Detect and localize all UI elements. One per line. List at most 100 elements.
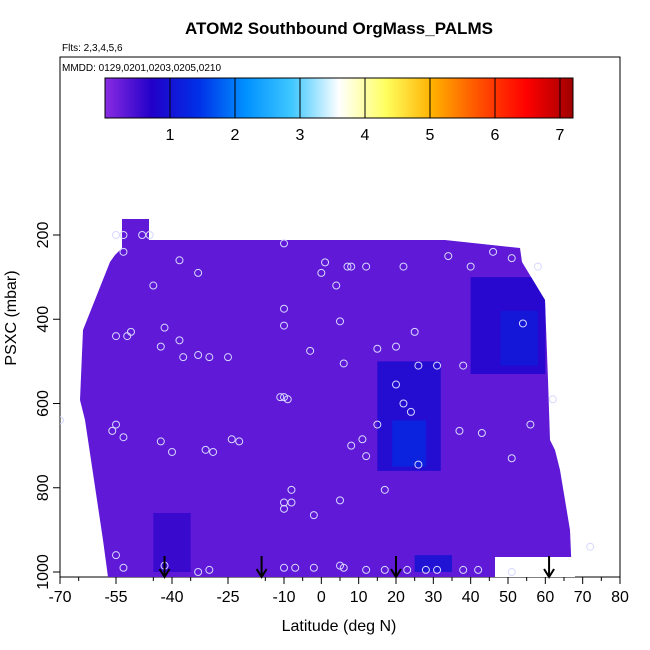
sample-point — [507, 568, 516, 576]
x-tick-label: -40 — [160, 589, 183, 606]
sample-point — [119, 433, 128, 442]
sample-point — [477, 428, 486, 437]
sample-point — [175, 256, 184, 265]
x-axis-label: Latitude (deg N) — [282, 618, 397, 635]
sample-point — [373, 420, 382, 429]
sample-point — [112, 551, 120, 560]
sample-point — [336, 496, 344, 505]
sample-point — [112, 420, 120, 429]
sample-point — [343, 262, 352, 271]
sample-point — [156, 342, 165, 351]
sample-point — [168, 447, 176, 456]
sample-point — [179, 353, 188, 362]
sample-point — [309, 563, 318, 572]
sample-point — [421, 565, 430, 574]
sample-point — [459, 565, 468, 574]
sample-point — [399, 399, 408, 408]
sample-point — [347, 262, 356, 271]
sample-point — [227, 435, 236, 444]
sample-point — [280, 498, 288, 507]
x-tick-label: 60 — [536, 589, 554, 606]
sample-point — [149, 281, 158, 290]
sample-point — [336, 317, 344, 326]
x-tick-label: 80 — [611, 589, 629, 606]
sample-point — [373, 344, 382, 353]
sample-point — [224, 353, 232, 362]
sample-point — [280, 239, 288, 248]
sample-point — [332, 281, 341, 290]
y-tick-label: 400 — [35, 306, 52, 333]
sample-point — [205, 353, 214, 362]
sample-point — [362, 565, 371, 574]
sample-point — [317, 268, 326, 277]
sample-point — [194, 568, 203, 576]
colorbar-ticks: 1 2 3 4 5 6 7 — [166, 78, 565, 144]
sample-point — [280, 321, 288, 330]
sample-point — [60, 416, 64, 425]
sample-point — [119, 563, 128, 572]
sample-point — [291, 563, 300, 572]
x-tick-label: 70 — [574, 589, 592, 606]
colorbar-gradient — [104, 77, 574, 119]
sample-point — [235, 437, 244, 446]
x-tick-label: 40 — [462, 589, 480, 606]
sample-point — [414, 361, 423, 370]
x-axis: -70 -55 -40 -25 -10 0 10 20 30 40 50 60 70 80 — [48, 577, 629, 606]
sample-point — [287, 485, 296, 494]
colorbar-tick-label: 3 — [296, 127, 305, 144]
sample-point — [306, 346, 315, 355]
sample-point — [119, 231, 128, 239]
sample-point — [507, 454, 516, 463]
sample-point — [410, 327, 419, 336]
sample-point — [126, 327, 135, 336]
sample-point — [474, 565, 483, 574]
sample-point — [156, 437, 165, 446]
sample-point — [518, 319, 527, 328]
x-tick-label: 0 — [317, 589, 326, 606]
x-tick-label: 30 — [424, 589, 442, 606]
sample-point — [194, 351, 203, 360]
sample-point — [194, 268, 203, 277]
missing-data-notch — [495, 557, 575, 577]
y-tick-label: 600 — [35, 390, 52, 417]
heatmap-background — [80, 219, 572, 577]
heatmap-region — [153, 513, 191, 572]
sample-point — [526, 420, 535, 429]
sample-point — [160, 323, 169, 332]
y-axis: 200 400 600 800 1000 — [35, 222, 60, 590]
sample-point — [362, 262, 371, 271]
sample-point — [280, 504, 288, 513]
sample-point — [533, 262, 542, 271]
colorbar-tick-label: 7 — [556, 127, 565, 144]
sample-point — [145, 231, 154, 239]
flights-label: Flts: 2,3,4,5,6 — [62, 43, 123, 54]
y-axis-label: PSXC (mbar) — [3, 270, 20, 365]
sample-point — [112, 231, 120, 239]
sample-point — [201, 445, 210, 454]
lat-arrow — [158, 556, 171, 579]
sample-point — [280, 304, 288, 313]
sample-point — [548, 395, 557, 404]
x-tick-label: 50 — [499, 589, 517, 606]
sample-point — [459, 361, 468, 370]
colorbar-tick-label: 5 — [426, 127, 435, 144]
y-tick-label: 800 — [35, 474, 52, 501]
sample-point — [392, 342, 400, 351]
colorbar-tick-label: 4 — [361, 127, 370, 144]
heatmap-region — [414, 555, 452, 572]
sample-point — [205, 565, 214, 574]
x-tick-label: 10 — [350, 589, 368, 606]
dates-label: MMDD: 0129,0201,0203,0205,0210 — [62, 63, 221, 74]
sample-point — [466, 262, 475, 271]
heatmap-regions — [153, 277, 546, 572]
sample-point — [309, 511, 318, 520]
x-tick-label: 20 — [387, 589, 405, 606]
colorbar: 1 2 3 4 5 6 7 — [104, 77, 574, 144]
sample-point — [433, 361, 442, 370]
sample-point — [399, 262, 408, 271]
sample-point — [339, 563, 348, 572]
sample-point — [283, 395, 292, 404]
heatmap-area — [60, 219, 595, 577]
sample-point — [362, 452, 371, 461]
colorbar-tick-label: 6 — [491, 127, 500, 144]
